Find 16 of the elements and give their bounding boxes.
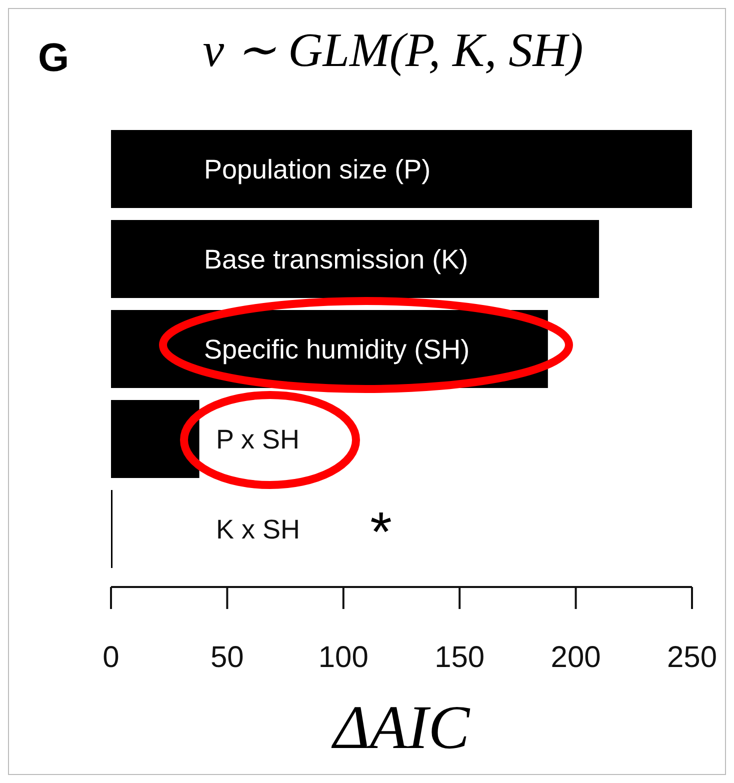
x-tick-label: 100: [318, 641, 368, 674]
bar: [111, 130, 692, 208]
y-tick-label: Specific humidity (SH): [204, 334, 470, 364]
x-tick-label: 150: [434, 641, 485, 674]
chart-title: ν ∼ GLM(P, K, SH): [202, 24, 584, 77]
y-tick-label: Base transmission (K): [204, 244, 468, 274]
x-tick-label: 50: [210, 641, 244, 674]
x-tick-label: 250: [666, 641, 718, 674]
y-tick-label: Population size (P): [204, 154, 431, 184]
y-tick-label: K x SH: [216, 514, 300, 544]
x-tick-label: 0: [102, 641, 120, 674]
x-axis-title: ΔAIC: [330, 694, 470, 762]
annotation: *: [370, 500, 392, 563]
text: G: [38, 36, 70, 80]
x-tick-label: 200: [550, 641, 601, 674]
y-tick-label: P x SH: [216, 424, 300, 454]
